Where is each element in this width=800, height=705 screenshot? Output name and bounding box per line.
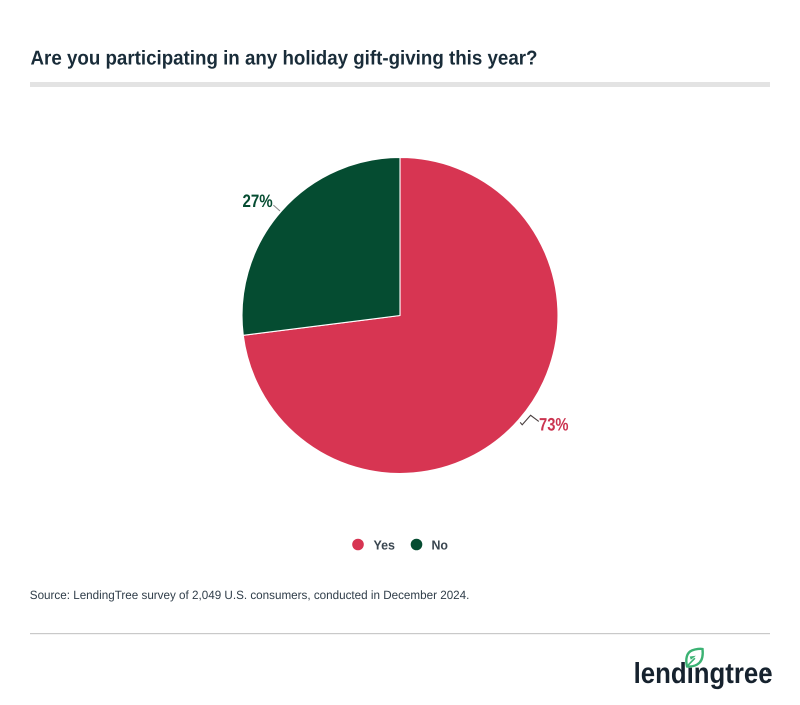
svg-text:No: No <box>432 538 449 553</box>
svg-text:Are you participating in any h: Are you participating in any holiday gif… <box>31 48 538 70</box>
svg-text:Source: LendingTree survey of: Source: LendingTree survey of 2,049 U.S.… <box>30 588 470 602</box>
svg-text:73%: 73% <box>539 414 569 434</box>
svg-text:lendıngtree: lendıngtree <box>634 658 773 690</box>
svg-text:Yes: Yes <box>374 538 396 553</box>
svg-text:27%: 27% <box>243 191 273 211</box>
